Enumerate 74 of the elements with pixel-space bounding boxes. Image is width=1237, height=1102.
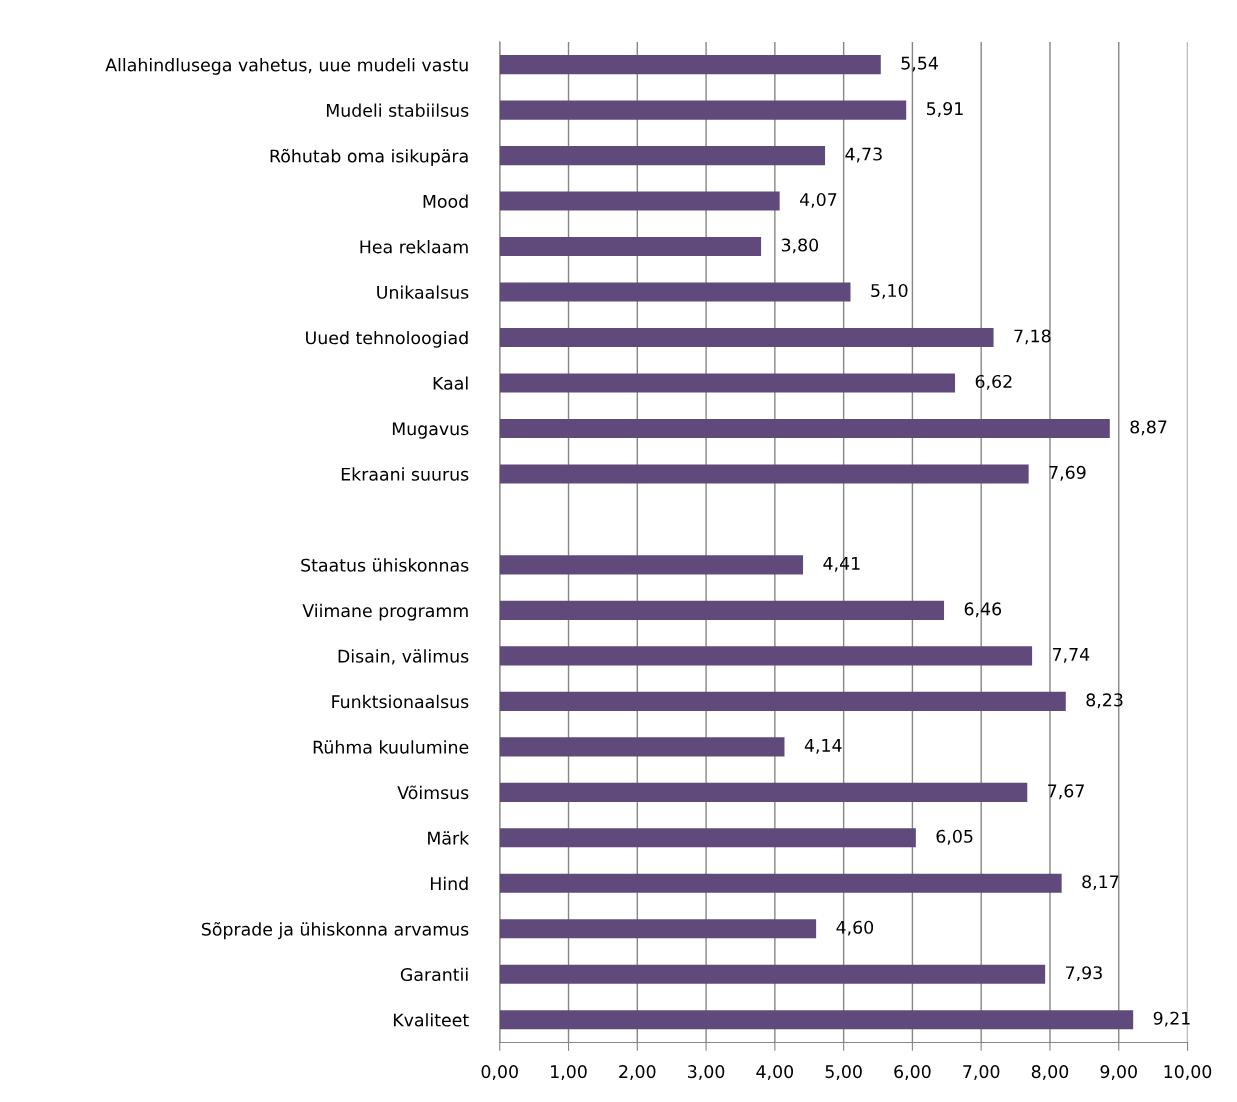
y-tick-label: Märk bbox=[428, 831, 470, 845]
bar bbox=[499, 555, 804, 575]
x-tick-label: 1,00 bbox=[551, 1065, 587, 1080]
y-tick-label: Viimane programm bbox=[302, 603, 468, 621]
y-tick-label: Mugavus bbox=[392, 422, 469, 439]
data-label: 7,93 bbox=[1066, 966, 1102, 982]
bar bbox=[499, 282, 851, 302]
bar bbox=[499, 146, 826, 166]
data-label: 8,87 bbox=[1130, 420, 1167, 436]
data-label: 4,73 bbox=[845, 147, 882, 163]
bar bbox=[499, 691, 1066, 711]
data-label: 3,80 bbox=[781, 238, 819, 254]
x-tick-label: 8,00 bbox=[1031, 1065, 1069, 1080]
y-tick-label: Garantii bbox=[400, 967, 468, 982]
data-label: 6,05 bbox=[936, 829, 973, 845]
y-tick-label: Mood bbox=[423, 194, 468, 208]
data-label: 9,21 bbox=[1153, 1011, 1190, 1027]
y-tick-label: Hea reklaam bbox=[360, 239, 468, 254]
y-tick-label: Unikaalsus bbox=[377, 285, 469, 299]
bar bbox=[499, 373, 956, 393]
x-tick-label: 3,00 bbox=[688, 1065, 725, 1080]
bar bbox=[499, 1010, 1134, 1030]
data-label: 4,60 bbox=[836, 920, 874, 936]
y-tick-label: Ekraani suurus bbox=[341, 467, 469, 481]
data-label: 5,54 bbox=[901, 56, 938, 72]
bar bbox=[499, 600, 945, 620]
y-tick-label: Staatus ühiskonnas bbox=[301, 558, 469, 572]
bar bbox=[499, 464, 1029, 484]
y-tick-label: Mudeli stabiilsus bbox=[326, 103, 469, 117]
data-label: 7,18 bbox=[1014, 329, 1051, 345]
data-label: 7,74 bbox=[1052, 648, 1090, 663]
x-tick-label: 6,00 bbox=[894, 1065, 931, 1080]
y-tick-label: Disain, välimus bbox=[338, 649, 469, 665]
y-tick-label: Funktsionaalsus bbox=[332, 694, 469, 709]
x-tick-label: 2,00 bbox=[619, 1065, 656, 1080]
y-tick-label: Võimsus bbox=[397, 785, 469, 800]
x-tick-label: 10,00 bbox=[1164, 1065, 1212, 1080]
bar bbox=[499, 964, 1046, 984]
bar bbox=[499, 191, 780, 211]
data-label: 4,41 bbox=[823, 557, 860, 572]
bar bbox=[499, 327, 994, 348]
y-tick-label: Kaal bbox=[433, 376, 468, 390]
bar bbox=[499, 100, 907, 120]
x-tick-label: 5,00 bbox=[825, 1065, 862, 1080]
x-tick-label: 4,00 bbox=[756, 1065, 794, 1080]
bar bbox=[499, 828, 916, 848]
data-label: 7,69 bbox=[1049, 465, 1086, 481]
y-tick-label: Sõprade ja ühiskonna arvamus bbox=[201, 922, 469, 940]
data-label: 4,14 bbox=[804, 738, 842, 754]
y-tick-label: Uued tehnoloogiad bbox=[306, 330, 468, 348]
data-label: 6,46 bbox=[964, 602, 1002, 618]
x-tick-label: 9,00 bbox=[1100, 1065, 1137, 1080]
y-tick-label: Rõhutab oma isikupära bbox=[270, 148, 468, 166]
bar bbox=[499, 237, 762, 257]
data-label: 8,17 bbox=[1082, 875, 1119, 891]
bar bbox=[499, 55, 881, 75]
data-label: 4,07 bbox=[799, 192, 837, 208]
x-tick-label: 7,00 bbox=[963, 1065, 1000, 1080]
y-tick-label: Hind bbox=[430, 876, 468, 891]
y-tick-label: Kvaliteet bbox=[393, 1013, 469, 1027]
bar bbox=[499, 782, 1028, 802]
bar bbox=[499, 737, 785, 757]
x-tick-label: 0,00 bbox=[481, 1065, 518, 1080]
bar bbox=[499, 919, 817, 939]
data-label: 8,23 bbox=[1086, 693, 1123, 709]
y-tick-label: Allahindlusega vahetus, uue mudeli vastu bbox=[105, 58, 468, 75]
data-label: 6,62 bbox=[975, 374, 1012, 390]
bar bbox=[499, 646, 1033, 666]
bar bbox=[499, 418, 1110, 439]
data-label: 5,10 bbox=[871, 283, 908, 299]
bar bbox=[499, 873, 1062, 893]
y-tick-label: Rühma kuulumine bbox=[313, 740, 469, 754]
data-label: 7,67 bbox=[1048, 784, 1084, 800]
data-label: 5,91 bbox=[927, 102, 963, 117]
